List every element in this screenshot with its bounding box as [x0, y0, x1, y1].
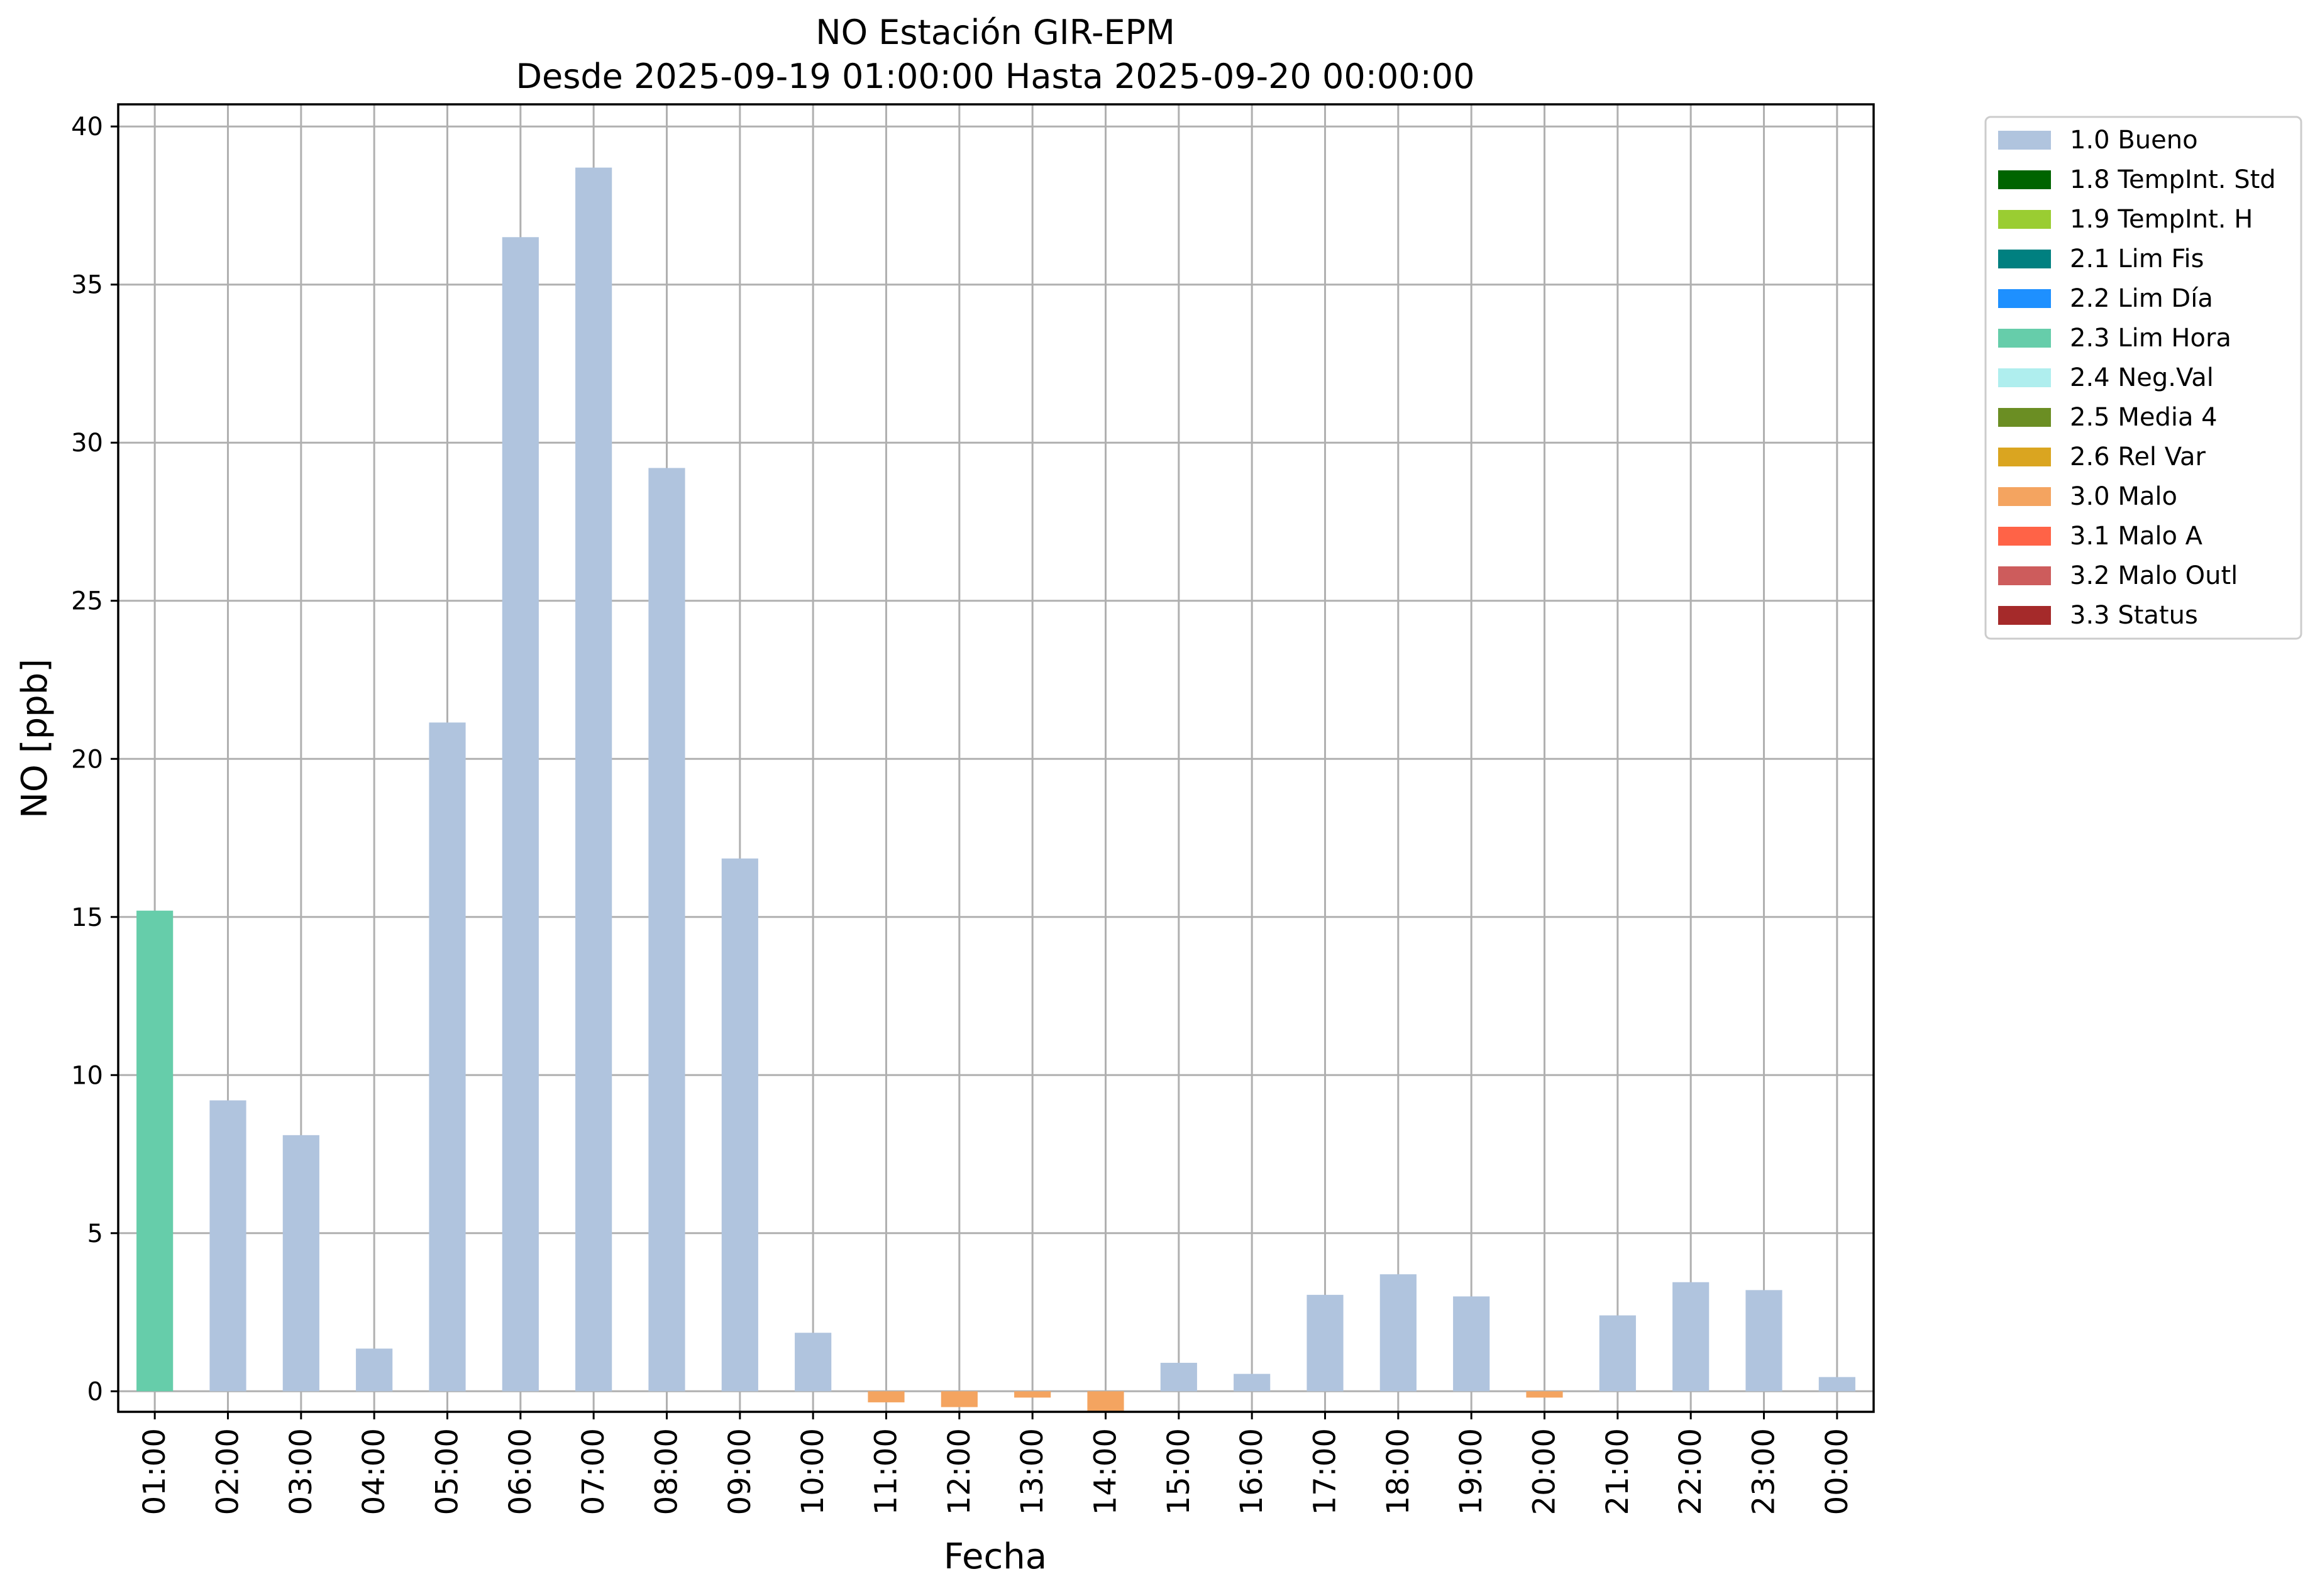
x-tick-label: 01:00: [137, 1428, 172, 1515]
bar: [136, 910, 174, 1392]
bar: [795, 1333, 832, 1392]
y-tick-label: 15: [71, 903, 103, 932]
legend-label: 3.3 Status: [2070, 601, 2198, 630]
legend-label: 1.0 Bueno: [2070, 126, 2198, 155]
bar: [1599, 1315, 1636, 1392]
y-axis-label: NO [ppb]: [14, 659, 55, 818]
bar: [648, 468, 685, 1392]
bar: [1379, 1274, 1417, 1392]
x-tick-label: 14:00: [1088, 1428, 1124, 1515]
x-tick-label: 13:00: [1015, 1428, 1050, 1515]
x-tick-label: 20:00: [1527, 1428, 1562, 1515]
chart-subtitle: Desde 2025-09-19 01:00:00 Hasta 2025-09-…: [516, 57, 1474, 96]
legend-swatch: [1998, 448, 2051, 466]
legend-label: 3.0 Malo: [2070, 482, 2177, 511]
legend-items: 1.0 Bueno 1.8 TempInt. Std 1.9 TempInt. H 2…: [1998, 126, 2276, 630]
x-tick-label: 19:00: [1454, 1428, 1489, 1515]
bar: [1453, 1296, 1490, 1392]
legend-swatch: [1998, 210, 2051, 229]
legend-swatch: [1998, 527, 2051, 546]
legend-swatch: [1998, 170, 2051, 189]
legend-label: 1.9 TempInt. H: [2070, 205, 2253, 234]
bar: [1745, 1290, 1782, 1392]
bar: [868, 1391, 905, 1402]
legend-swatch: [1998, 408, 2051, 427]
legend-swatch: [1998, 368, 2051, 387]
y-tick-label: 30: [71, 429, 103, 458]
x-tick-label: 17:00: [1308, 1428, 1343, 1515]
bar: [1160, 1363, 1197, 1392]
legend-label: 2.5 Media 4: [2070, 403, 2218, 432]
x-tick-label: 10:00: [795, 1428, 831, 1515]
y-tick-label: 5: [87, 1219, 103, 1248]
x-tick-label: 18:00: [1381, 1428, 1416, 1515]
chart-title: NO Estación GIR-EPM: [815, 13, 1175, 52]
legend-swatch: [1998, 566, 2051, 585]
bar: [1672, 1282, 1710, 1392]
legend-label: 1.8 TempInt. Std: [2070, 165, 2276, 194]
x-tick-label: 02:00: [211, 1428, 246, 1515]
legend-swatch: [1998, 131, 2051, 150]
y-tick-label: 20: [71, 745, 103, 774]
bar: [502, 237, 539, 1392]
bar: [429, 722, 466, 1392]
x-tick-label: 00:00: [1820, 1428, 1855, 1515]
x-tick-label: 15:00: [1161, 1428, 1196, 1515]
bar: [1818, 1377, 1855, 1392]
x-tick-label: 05:00: [430, 1428, 465, 1515]
bar: [941, 1391, 978, 1407]
legend-swatch: [1998, 250, 2051, 268]
legend-label: 2.6 Rel Var: [2070, 443, 2206, 471]
bar: [1526, 1391, 1563, 1398]
bar: [1014, 1391, 1051, 1398]
legend-label: 2.4 Neg.Val: [2070, 363, 2214, 392]
x-tick-label: 12:00: [942, 1428, 977, 1515]
legend-label: 3.2 Malo Outl: [2070, 561, 2238, 590]
x-axis-label: Fecha: [944, 1536, 1047, 1577]
y-tick-label: 25: [71, 587, 103, 616]
legend-label: 3.1 Malo A: [2070, 522, 2203, 551]
bar: [282, 1135, 319, 1392]
x-tick-label: 06:00: [503, 1428, 538, 1515]
bar: [209, 1100, 246, 1392]
x-tick-label: 08:00: [649, 1428, 685, 1515]
y-tick-label: 35: [71, 271, 103, 300]
legend-label: 2.3 Lim Hora: [2070, 324, 2231, 353]
bar: [721, 858, 758, 1392]
legend-label: 2.2 Lim Día: [2070, 284, 2213, 313]
x-tick-label: 23:00: [1747, 1428, 1782, 1515]
x-tick-label: 16:00: [1234, 1428, 1269, 1515]
legend-swatch: [1998, 329, 2051, 348]
y-tick-label: 0: [87, 1377, 103, 1406]
bar: [1087, 1391, 1124, 1412]
legend-swatch: [1998, 289, 2051, 308]
legend-swatch: [1998, 487, 2051, 506]
legend-frame: [1984, 116, 2302, 640]
bar-layer: [136, 167, 1855, 1412]
x-tick-label: 03:00: [284, 1428, 319, 1515]
x-tick-label: 21:00: [1600, 1428, 1635, 1515]
bar: [1307, 1294, 1344, 1392]
bar: [356, 1348, 393, 1392]
x-tick-label: 22:00: [1673, 1428, 1708, 1515]
x-tick-label: 11:00: [869, 1428, 904, 1515]
x-tick-label: 09:00: [722, 1428, 758, 1515]
y-tick-label: 40: [71, 113, 103, 141]
x-tick-label: 04:00: [356, 1428, 392, 1515]
legend-swatch: [1998, 606, 2051, 625]
tick-layer: 0 5 10 15 20 25 30 35 40 01:00 02:00 03:00 04:00 05:0…: [71, 113, 1855, 1515]
legend-label: 2.1 Lim Fis: [2070, 245, 2204, 273]
legend: 1.0 Bueno 1.8 TempInt. Std 1.9 TempInt. H 2…: [1984, 116, 2302, 640]
y-tick-label: 10: [71, 1061, 103, 1090]
bar: [575, 167, 612, 1392]
bar: [1234, 1373, 1271, 1392]
x-tick-label: 07:00: [576, 1428, 611, 1515]
